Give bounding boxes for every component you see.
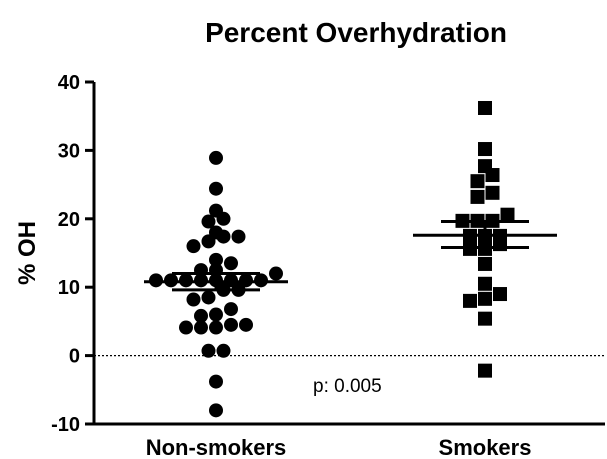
chart-title: Percent Overhydration xyxy=(205,17,507,48)
data-point-circle xyxy=(216,343,231,358)
category-label-non-smokers: Non-smokers xyxy=(146,435,287,459)
data-point-circle xyxy=(194,308,208,323)
y-tick-label: 10 xyxy=(58,277,80,299)
data-point-circle xyxy=(186,292,201,307)
data-point-circle xyxy=(201,343,216,358)
data-point-circle xyxy=(179,320,193,335)
y-tick-label: -10 xyxy=(51,414,80,436)
y-axis-label: % OH xyxy=(14,221,41,285)
y-tick-label: 0 xyxy=(69,346,80,368)
data-point-circle xyxy=(201,214,216,229)
data-point-square xyxy=(478,363,492,378)
data-point-square xyxy=(478,256,492,271)
data-point-square xyxy=(470,189,485,204)
data-point-circle xyxy=(209,403,223,418)
data-point-circle xyxy=(231,229,246,244)
data-point-circle xyxy=(209,320,223,335)
data-point-circle xyxy=(224,317,238,332)
data-point-square xyxy=(478,159,492,174)
data-point-circle xyxy=(209,307,223,322)
data-point-square xyxy=(500,207,515,222)
y-tick-label: 40 xyxy=(58,72,80,94)
data-points xyxy=(149,100,515,418)
data-point-circle xyxy=(224,256,238,271)
data-point-circle xyxy=(209,150,223,165)
y-tick-label: 20 xyxy=(58,209,80,231)
data-point-circle xyxy=(209,203,223,218)
data-point-circle xyxy=(209,252,223,267)
data-point-circle xyxy=(224,302,238,317)
y-tick-label: 30 xyxy=(58,140,80,162)
data-point-square xyxy=(493,287,507,302)
data-point-square xyxy=(478,291,492,306)
data-point-circle xyxy=(201,290,216,305)
data-point-circle xyxy=(239,317,253,332)
mean-sem-bars xyxy=(144,220,557,292)
data-point-circle xyxy=(194,320,208,335)
data-point-square xyxy=(478,311,492,326)
p-value-annotation: p: 0.005 xyxy=(313,376,382,397)
data-point-square xyxy=(485,185,500,200)
data-point-circle xyxy=(269,266,283,281)
y-ticks: -10 0 10 20 30 40 xyxy=(51,72,94,436)
axes xyxy=(92,82,605,426)
data-point-square xyxy=(463,293,477,308)
data-point-circle xyxy=(209,181,223,196)
data-point-square xyxy=(478,276,492,291)
data-point-circle xyxy=(209,374,223,389)
data-point-square xyxy=(478,100,492,115)
category-label-smokers: Smokers xyxy=(439,435,532,459)
data-point-circle xyxy=(186,239,201,254)
data-point-square xyxy=(478,142,492,157)
data-point-square xyxy=(470,174,485,189)
data-point-circle xyxy=(209,225,223,240)
